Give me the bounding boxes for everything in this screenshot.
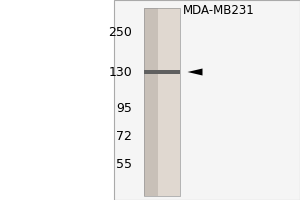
Bar [144,8,180,196]
Bar [144,8,158,196]
Text: 95: 95 [116,102,132,114]
Polygon shape [188,68,202,75]
Text: 72: 72 [116,130,132,142]
Bar [158,8,180,196]
Text: MDA-MB231: MDA-MB231 [183,3,255,17]
Bar [144,70,180,74]
Text: 250: 250 [108,25,132,38]
Bar [114,0,300,200]
Text: 130: 130 [108,66,132,78]
Text: 55: 55 [116,158,132,170]
